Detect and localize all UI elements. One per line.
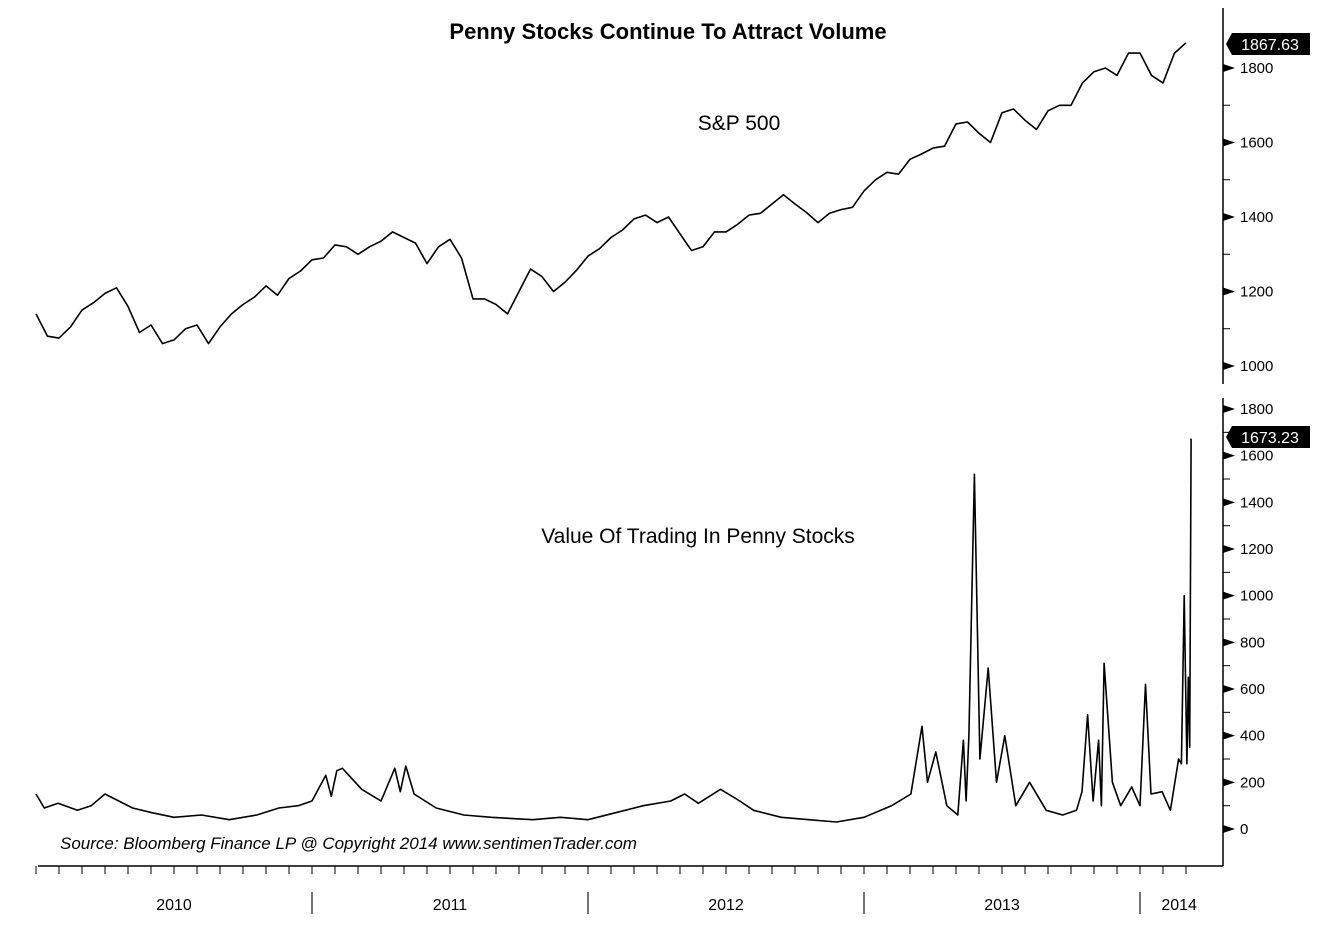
y-tick-mark xyxy=(1223,825,1235,833)
x-year-label: 2010 xyxy=(156,897,192,914)
sp500-label: S&P 500 xyxy=(698,112,781,135)
x-year-label: 2011 xyxy=(433,897,468,914)
y-tick-mark xyxy=(1223,362,1235,370)
y-tick-label: 1600 xyxy=(1240,448,1273,465)
y-tick-label: 1600 xyxy=(1240,135,1273,152)
y-tick-label: 1400 xyxy=(1240,494,1273,511)
sp500-last-value: 1867.63 xyxy=(1241,37,1299,54)
y-tick-mark xyxy=(1223,638,1235,647)
sp500-line xyxy=(35,42,1187,345)
x-year-label: 2012 xyxy=(708,897,744,914)
y-tick-mark xyxy=(1223,731,1235,740)
y-tick-mark xyxy=(1223,287,1235,296)
penny-last-value: 1673.23 xyxy=(1241,430,1299,447)
y-tick-label: 0 xyxy=(1240,821,1248,838)
y-tick-mark xyxy=(1223,545,1235,553)
y-tick-label: 1800 xyxy=(1240,60,1273,77)
penny-volume-line xyxy=(35,438,1192,823)
y-tick-mark xyxy=(1223,778,1235,787)
penny-label: Value Of Trading In Penny Stocks xyxy=(541,525,855,548)
y-tick-mark xyxy=(1223,591,1235,600)
penny-panel: 0 200 400 600 800 1000 1200 1400 1600 1800 xyxy=(35,401,1273,838)
sp500-last-value-badge: 1867.63 xyxy=(1226,33,1310,55)
y-tick-label: 400 xyxy=(1240,728,1265,745)
x-year-label: 2014 xyxy=(1161,897,1197,914)
y-tick-label: 1400 xyxy=(1240,209,1273,226)
penny-last-value-badge: 1673.23 xyxy=(1226,426,1310,448)
y-tick-mark xyxy=(1223,498,1235,507)
y-tick-mark xyxy=(1223,451,1235,460)
y-tick-mark xyxy=(1223,213,1235,221)
chart-title: Penny Stocks Continue To Attract Volume xyxy=(449,19,886,44)
y-tick-mark xyxy=(1223,405,1235,413)
y-tick-label: 1000 xyxy=(1240,588,1273,605)
x-year-label: 2013 xyxy=(984,897,1020,914)
y-tick-label: 600 xyxy=(1240,681,1265,698)
y-tick-mark xyxy=(1223,138,1235,147)
y-tick-label: 800 xyxy=(1240,634,1265,651)
y-tick-label: 200 xyxy=(1240,774,1265,791)
y-tick-label: 1000 xyxy=(1240,358,1273,375)
y-tick-label: 1200 xyxy=(1240,541,1273,558)
source-note: Source: Bloomberg Finance LP @ Copyright… xyxy=(60,834,637,853)
y-tick-label: 1200 xyxy=(1240,284,1273,301)
y-tick-mark xyxy=(1223,685,1235,693)
y-tick-mark xyxy=(1223,64,1235,72)
x-axis-labels: 2010 2011 2012 2013 2014 xyxy=(35,866,1197,914)
sp500-panel: 1000 1200 1400 1600 1800 xyxy=(35,42,1273,375)
y-tick-label: 1800 xyxy=(1240,401,1273,418)
